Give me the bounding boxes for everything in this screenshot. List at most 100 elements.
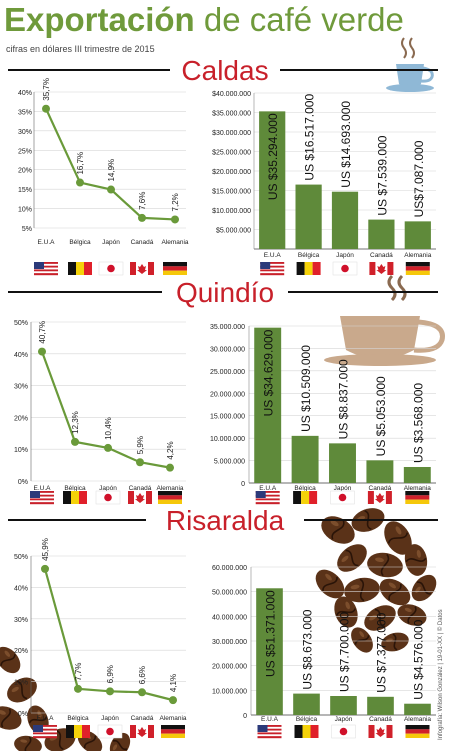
- steam: [409, 37, 415, 59]
- x-tick-label: Bélgica: [298, 252, 320, 259]
- japan-flag-icon: [98, 261, 124, 276]
- x-tick-label: Canadá: [369, 485, 392, 492]
- section-0: Caldas 40% 35% 30% 25% 20% 15% 10% 5% 35,7% E.U.A 1…: [8, 55, 438, 276]
- x-tick-label: Alemania: [404, 716, 431, 723]
- usa-flag-icon: [257, 725, 282, 739]
- coffee-bean-crease: [388, 583, 402, 601]
- germany-flag-icon: [161, 725, 185, 738]
- y-tick-label: 50%: [14, 320, 28, 327]
- canada-flag-icon: [130, 725, 154, 738]
- title-bold: Exportación: [4, 1, 195, 38]
- y-tick-label: 40%: [14, 352, 28, 359]
- data-point: [71, 437, 79, 446]
- line-chart: 50% 40% 30% 20% 10% 0% 40,7% E.U.A 12,3% Bélgica 1…: [14, 320, 186, 505]
- coffee-bean-crease: [1, 708, 11, 728]
- x-tick-label: Alemania: [161, 239, 188, 246]
- y-tick-label: 25%: [18, 148, 32, 155]
- section-title: Caldas: [181, 55, 268, 86]
- data-label: 7,7%: [74, 663, 83, 681]
- bar: [254, 327, 282, 483]
- data-label: 6,9%: [106, 665, 115, 683]
- flag-canton: [260, 262, 271, 269]
- y-tick-label: 0: [243, 713, 247, 720]
- coffee-bean-highlight: [388, 582, 396, 589]
- flag-band: [405, 499, 430, 504]
- y-tick-label: 30%: [14, 617, 28, 624]
- coffee-bean-crease: [407, 606, 417, 624]
- coffee-bean-icon: [0, 706, 22, 730]
- flag-band: [128, 491, 134, 504]
- flag-band: [146, 491, 152, 504]
- flag-band: [130, 725, 136, 738]
- coffee-bean-highlight: [404, 607, 412, 613]
- data-point: [107, 185, 115, 194]
- usa-flag-icon: [34, 262, 58, 276]
- bar-value-label: US $7.700.000: [338, 612, 352, 692]
- flag-stripe: [30, 502, 54, 505]
- germany-flag-icon: [405, 725, 430, 738]
- y-tick-label: $5.000.000: [216, 228, 251, 235]
- data-label: 4,2%: [166, 441, 175, 459]
- flag-band: [405, 491, 430, 496]
- coffee-bean-icon: [7, 677, 37, 703]
- data-label: 5,9%: [136, 436, 145, 454]
- x-tick-label: E.U.A: [34, 485, 52, 492]
- flag-stripe: [33, 725, 57, 728]
- coffee-bean-crease: [0, 654, 16, 666]
- data-point: [136, 458, 144, 467]
- flag-band: [158, 499, 182, 504]
- coffee-bean-icon: [14, 735, 42, 751]
- y-tick-label: 30.000.000: [210, 346, 245, 353]
- flag-band: [163, 266, 187, 271]
- germany-flag-icon: [163, 262, 187, 275]
- y-tick-label: $15.000.000: [212, 189, 251, 196]
- usa-flag-icon: [255, 491, 280, 505]
- bar-value-label: US $10.509.000: [299, 345, 313, 432]
- flag-stripe: [255, 494, 280, 497]
- coffee-bean-highlight: [416, 549, 421, 558]
- data-point: [138, 213, 146, 222]
- y-tick-label: 35%: [18, 109, 32, 116]
- y-tick-label: 50.000.000: [212, 590, 247, 597]
- flag-band: [367, 491, 374, 504]
- data-label: 7,2%: [171, 193, 180, 211]
- coffee-bean-icon: [364, 605, 396, 631]
- coffee-bean-icon: [404, 544, 428, 576]
- flag-stripe: [257, 730, 282, 733]
- x-tick-label: Canadá: [131, 239, 154, 246]
- page-subtitle: cifras en dólares III trimestre de 2015: [6, 44, 155, 54]
- coffee-bean-highlight: [350, 584, 360, 590]
- flag-stripe: [255, 492, 280, 495]
- flag-band: [161, 725, 185, 730]
- japan-flag-icon: [332, 261, 358, 276]
- flag-stripe: [260, 271, 285, 274]
- bar: [367, 696, 394, 715]
- coffee-bean-body: [0, 706, 22, 730]
- y-tick-label: 5%: [22, 226, 32, 233]
- coffee-bean-highlight: [375, 557, 384, 563]
- flag-band: [161, 729, 185, 734]
- flag-band: [405, 270, 430, 275]
- line-chart: 50% 40% 30% 20% 10% 0% 45,9% E.U.A 7,7% Bélgica 6,…: [14, 538, 187, 739]
- bar-value-label: US $51.371.000: [264, 590, 278, 677]
- flag-band: [82, 725, 90, 738]
- flag-band: [158, 495, 182, 500]
- japan-flag-icon: [95, 490, 121, 505]
- y-tick-label: $20.000.000: [212, 169, 251, 176]
- coffee-bean-crease: [374, 608, 386, 628]
- y-tick-label: 5.000.000: [214, 459, 245, 466]
- coffee-bean-crease: [112, 739, 128, 751]
- flag-band: [405, 729, 430, 734]
- coffee-bean-icon: [367, 552, 403, 578]
- y-tick-label: 30%: [18, 129, 32, 136]
- flag-stripe: [30, 500, 54, 503]
- bar-chart: 60.000.000 50.000.000 40.000.000 30.000.000…: [212, 565, 436, 739]
- data-point: [42, 104, 50, 113]
- coffee-bean-icon: [384, 521, 412, 555]
- data-point: [106, 687, 114, 696]
- coffee-bean-crease: [416, 581, 432, 595]
- flag-stripe: [257, 736, 282, 739]
- flag-stripe: [257, 726, 282, 729]
- coffee-bean-crease: [331, 520, 345, 540]
- x-tick-label: E.U.A: [264, 252, 282, 259]
